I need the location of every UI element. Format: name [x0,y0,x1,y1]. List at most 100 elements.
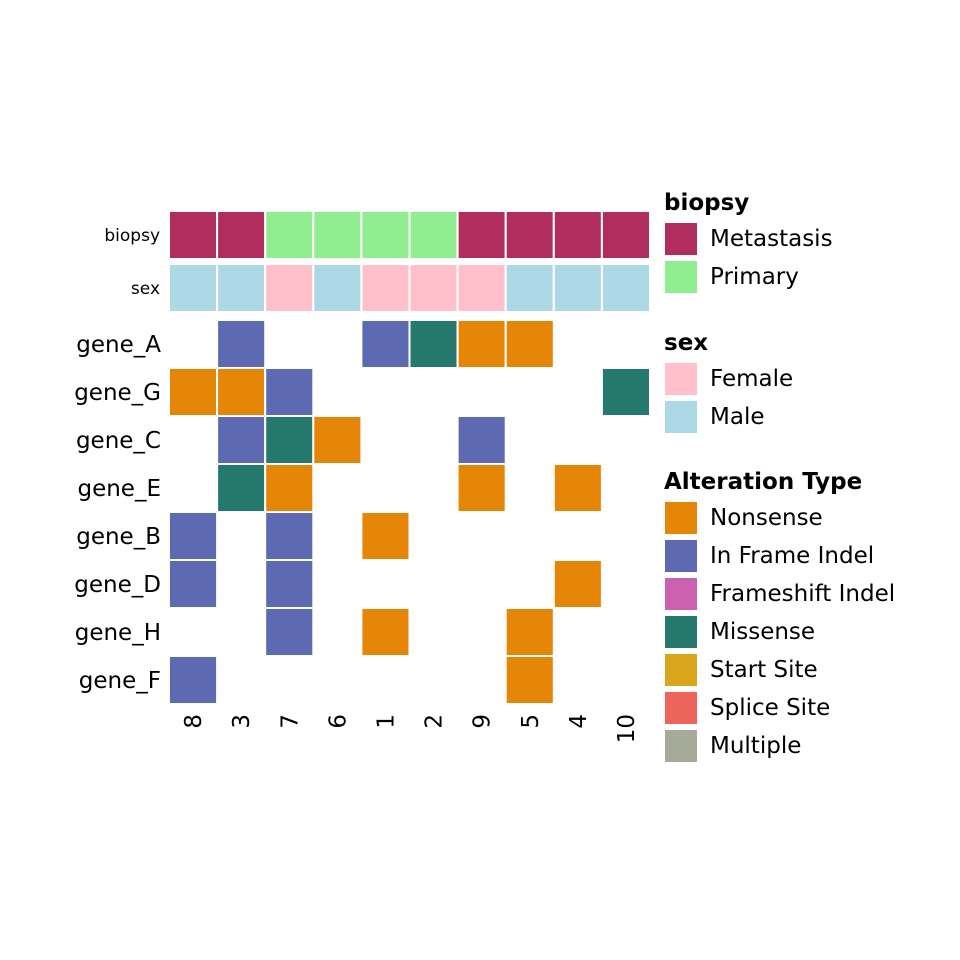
gene-label-gene-g: gene_G [74,380,161,406]
legend-label-in-frame-indel: In Frame Indel [710,543,875,569]
legend-label-male: Male [710,404,765,430]
alteration-cell-gene-b-sample-7 [264,511,315,561]
annotation-cell-sex-10 [600,263,652,313]
sample-labels: 8 3 7 6 1 2 9 5 4 10 [181,714,640,743]
sample-label-3: 3 [229,714,255,729]
gene-label-gene-h: gene_H [75,620,161,646]
sample-label-10: 10 [614,714,640,743]
legend-swatch-frameshift-indel [664,577,698,611]
legend-label-multiple: Multiple [710,733,802,759]
legend-sex: sex Female Male [664,326,793,436]
annotation-label-sex: sex [131,279,160,299]
annotation-tracks: biopsy sex [104,210,652,313]
legend-item-start-site: Start Site [664,651,895,689]
alteration-cell-gene-g-sample-7 [264,367,315,417]
legend-label-female: Female [710,366,794,392]
alteration-cell-gene-c-sample-3 [216,415,267,465]
gene-label-gene-f: gene_F [79,668,161,694]
annotation-label-biopsy: biopsy [104,226,160,246]
sample-label-1: 1 [373,714,399,729]
legend-swatch-multiple [664,729,698,763]
legend-item-missense: Missense [664,613,895,651]
alteration-cell-gene-e-sample-4 [552,463,603,513]
alteration-cell-gene-h-sample-5 [504,607,555,657]
alteration-cell-gene-g-sample-10 [600,367,652,417]
legend-swatch-metastasis [664,222,698,256]
annotation-cell-sex-8 [168,263,219,313]
alteration-cell-gene-e-sample-9 [456,463,507,513]
alteration-cell-gene-f-sample-5 [504,655,555,705]
alteration-cell-gene-e-sample-3 [216,463,267,513]
alteration-cell-gene-h-sample-1 [360,607,411,657]
sample-label-9: 9 [470,714,496,729]
legend-item-nonsense: Nonsense [664,499,895,537]
annotation-cell-biopsy-8 [168,210,219,260]
legend-label-primary: Primary [710,264,799,290]
legend-title-alteration-type: Alteration Type [664,469,863,495]
sample-label-4: 4 [566,714,592,729]
sample-label-5: 5 [518,714,544,729]
annotation-cell-biopsy-1 [360,210,411,260]
legend-item-frameshift-indel: Frameshift Indel [664,575,895,613]
gene-labels: gene_A gene_G gene_C gene_E gene_B gene_Dgene… [74,332,161,694]
annotation-cell-sex-7 [264,263,315,313]
annotation-cell-biopsy-6 [312,210,363,260]
legend-label-frameshift-indel: Frameshift Indel [710,581,896,607]
alteration-cell-gene-b-sample-8 [168,511,219,561]
gene-label-gene-b: gene_B [76,524,161,550]
annotation-cell-biopsy-7 [264,210,315,260]
legend-label-splice-site: Splice Site [710,695,831,721]
legend-swatch-nonsense [664,501,698,535]
legend-label-missense: Missense [710,619,816,645]
alteration-cell-gene-d-sample-8 [168,559,219,609]
gene-label-gene-a: gene_A [76,332,161,358]
annotation-cell-biopsy-2 [408,210,459,260]
annotation-cell-sex-4 [552,263,603,313]
sample-label-8: 8 [181,714,207,729]
alteration-cell-gene-c-sample-6 [312,415,363,465]
legend-swatch-male [664,400,698,434]
alteration-cell-gene-a-sample-2 [408,319,459,369]
legend-label-nonsense: Nonsense [710,505,823,531]
annotation-cell-biopsy-3 [216,210,267,260]
alteration-cell-gene-h-sample-7 [264,607,315,657]
legend-item-multiple: Multiple [664,727,895,765]
annotation-cell-sex-6 [312,263,363,313]
alteration-cell-gene-b-sample-1 [360,511,411,561]
oncoprint-plot: biopsy sex gene_A gene_G gene_C gene_E gene_B… [74,210,652,743]
legend-item-splice-site: Splice Site [664,689,895,727]
alteration-cell-gene-c-sample-7 [264,415,315,465]
legend-title-sex: sex [664,330,709,356]
legend-item-in-frame-indel: In Frame Indel [664,537,895,575]
alteration-cell-gene-d-sample-4 [552,559,603,609]
alteration-cell-gene-e-sample-7 [264,463,315,513]
annotation-cell-sex-9 [456,263,507,313]
annotation-cell-sex-1 [360,263,411,313]
annotation-cell-biopsy-9 [456,210,507,260]
legend-swatch-in-frame-indel [664,539,698,573]
alteration-cell-gene-a-sample-9 [456,319,507,369]
gene-label-gene-e: gene_E [77,476,161,502]
gene-label-gene-c: gene_C [76,428,161,454]
annotation-cell-biopsy-4 [552,210,603,260]
legend-swatch-missense [664,615,698,649]
alteration-cells [168,319,652,705]
sample-label-7: 7 [277,714,303,729]
alteration-cell-gene-a-sample-5 [504,319,555,369]
sample-label-6: 6 [325,714,351,729]
legend-item-male: Male [664,398,793,436]
alteration-cell-gene-a-sample-1 [360,319,411,369]
annotation-cell-biopsy-5 [504,210,555,260]
legend-item-metastasis: Metastasis [664,220,833,258]
gene-label-gene-d: gene_D [74,572,161,598]
alteration-cell-gene-g-sample-8 [168,367,219,417]
legend-swatch-primary [664,260,698,294]
legend-title-biopsy: biopsy [664,190,750,216]
annotation-cell-biopsy-10 [600,210,652,260]
legend-swatch-splice-site [664,691,698,725]
legend-biopsy: biopsy Metastasis Primary [664,186,833,296]
alteration-cell-gene-d-sample-7 [264,559,315,609]
alteration-cell-gene-c-sample-9 [456,415,507,465]
alteration-cell-gene-a-sample-3 [216,319,267,369]
